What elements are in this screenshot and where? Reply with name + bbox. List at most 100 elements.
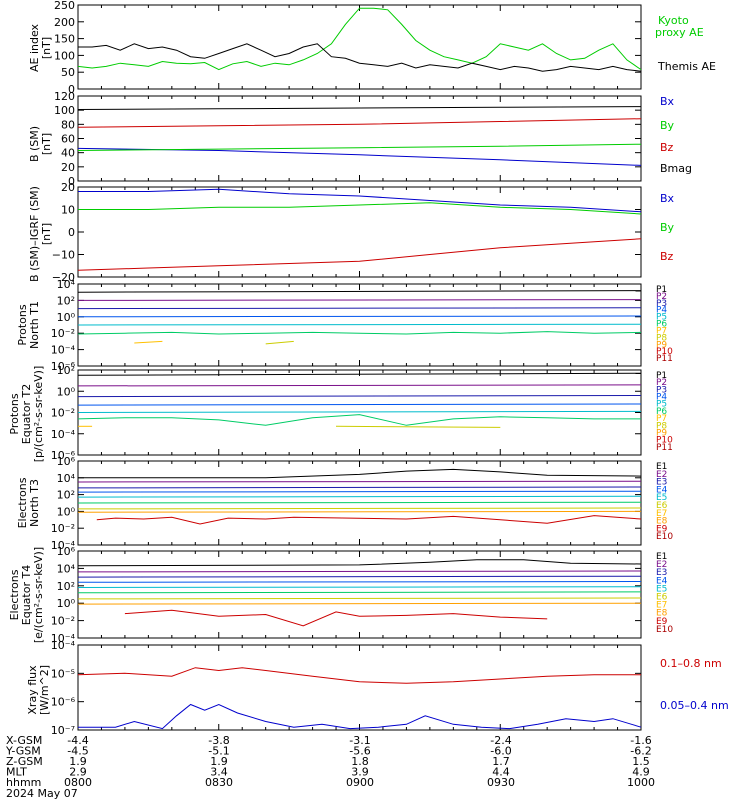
date-label: 2024 May 07	[6, 787, 78, 800]
panel-7: 10⁻⁴ 10⁻² 10⁰ 10² 10⁴ 10⁶ E1E2E3E4E5E6E7E8E9E1…	[51, 545, 674, 645]
x-axis-value: -1.6	[630, 734, 651, 747]
panel7-ylabel-line1: Electrons	[8, 569, 21, 620]
x-axis-value: 1.8	[351, 755, 369, 768]
y-tick-label: 10²	[57, 364, 75, 377]
panel5-ylabel-line2: Equator T2	[20, 384, 33, 444]
legend-p9: P9	[656, 340, 667, 350]
legend-by: By	[660, 119, 675, 132]
legend-p7: P7	[656, 326, 667, 336]
y-tick-label: 120	[54, 90, 75, 103]
series-line-p3	[77, 395, 642, 398]
y-tick-label: 10⁴	[57, 472, 76, 485]
x-axis-value: 0830	[205, 776, 233, 789]
series-line-p4	[77, 315, 642, 318]
y-tick-label: 10⁻⁶	[51, 360, 76, 373]
legend-p11: P11	[656, 443, 673, 453]
y-tick-label: 10	[61, 204, 75, 217]
legend-e10: E10	[656, 625, 673, 635]
x-axis-value: 3.4	[210, 766, 228, 779]
series-line-e3	[77, 486, 642, 489]
x-axis-value: 2.9	[69, 766, 87, 779]
series-line-e5	[77, 586, 642, 588]
y-tick-label: 10⁻⁴	[51, 344, 76, 357]
legend-e3: E3	[656, 568, 667, 578]
y-tick-label: 10⁴	[57, 562, 76, 575]
series-line-e5	[77, 495, 642, 498]
panel1-legend: Kyoto proxy AE Themis AE	[655, 14, 716, 73]
series-line-bmag	[77, 106, 642, 110]
series-line-p3	[77, 307, 642, 310]
series-line-e9	[124, 609, 548, 627]
panel8-ylabel-line1: Xray flux	[26, 665, 39, 715]
y-tick-label: 100	[54, 49, 75, 62]
legend-e9: E9	[656, 617, 668, 627]
panel6-ylabel-line1: Electrons	[16, 477, 29, 528]
legend-p11: P11	[656, 354, 673, 364]
panel5-ylabel-line3: [p/(cm²-s-sr-keV)]	[32, 366, 45, 463]
y-tick-label: 10²	[57, 489, 75, 502]
series-line-p2	[77, 384, 642, 387]
legend-bz: Bz	[660, 141, 674, 154]
legend-e3: E3	[656, 478, 667, 488]
y-tick-label: 10⁰	[57, 505, 76, 518]
legend-e7: E7	[656, 601, 667, 611]
panel1-ylabel-line2: [nT]	[40, 37, 53, 59]
legend-e4: E4	[656, 576, 668, 586]
x-axis-value: 0930	[487, 776, 515, 789]
x-axis-row-label: X-GSM	[6, 734, 42, 747]
series-line-e9	[96, 515, 642, 525]
x-axis-value: 1.7	[492, 755, 510, 768]
panel-frame	[77, 550, 642, 639]
legend-kyoto-line2: proxy AE	[655, 26, 704, 39]
series-line-e1	[78, 468, 642, 479]
x-axis-value: -5.6	[349, 745, 370, 758]
y-tick-label: 250	[54, 0, 75, 12]
y-tick-label: 0	[68, 83, 75, 96]
series-line-0-05-0-4-nm	[78, 703, 642, 730]
y-tick-label: −10	[52, 249, 75, 262]
series-line-by	[77, 143, 642, 151]
y-tick-label: 20	[61, 181, 75, 194]
y-tick-label: 40	[61, 147, 75, 160]
panel3-ylabel-line1: B (SM)–IGRF (SM)	[28, 186, 41, 282]
y-tick-label: 80	[61, 118, 75, 131]
series-line-p5	[77, 410, 642, 413]
series-line-p2	[77, 299, 642, 301]
y-tick-label: 10⁻⁴	[51, 639, 76, 652]
series-line-themis-ae	[78, 43, 642, 72]
y-axis-labels: AE index [nT] B (SM) [nT] B (SM)–IGRF (S…	[8, 23, 53, 715]
x-axis-table: X-GSM -4.4 -3.8 -3.1 -2.4 -1.6 Y-GSM -4.5 -5.1 -5…	[5, 734, 655, 800]
series-line-p5	[77, 323, 642, 326]
series-line-e8	[77, 602, 642, 605]
x-axis-value: 1.9	[210, 755, 228, 768]
y-tick-label: 10⁰	[57, 385, 76, 398]
series-line-p8	[265, 340, 294, 345]
x-axis-value: 4.4	[492, 766, 510, 779]
series-line-p4	[77, 403, 642, 406]
y-tick-label: 60	[61, 133, 75, 146]
legend-p1: P1	[656, 371, 667, 381]
series-line-kyoto-proxy-ae	[77, 7, 642, 71]
series-line-e6	[77, 501, 642, 504]
y-tick-label: 10⁻⁴	[51, 428, 76, 441]
legend-e8: E8	[656, 609, 668, 619]
legend-by: By	[660, 221, 675, 234]
panel5-ylabel-line1: Protons	[8, 393, 21, 434]
legend-p5: P5	[656, 400, 667, 410]
panel-3: −20 −10 0 10 20 Bx By Bz	[52, 181, 675, 284]
y-tick-label: 10²	[57, 580, 75, 593]
legend-e2: E2	[656, 560, 667, 570]
y-tick-label: 10⁻⁴	[51, 632, 76, 645]
panel7-ylabel-line3: [e/(cm²-s-sr-keV)]	[32, 547, 45, 643]
y-tick-label: 0	[68, 175, 75, 188]
series-line-bx	[78, 188, 642, 213]
y-tick-label: 10⁻⁶	[51, 696, 76, 709]
series-line-e2	[77, 570, 642, 573]
series-line-bz	[77, 118, 642, 128]
series-line-by	[78, 202, 642, 215]
x-axis-value: 1.5	[632, 755, 650, 768]
legend-e1: E1	[656, 462, 667, 472]
